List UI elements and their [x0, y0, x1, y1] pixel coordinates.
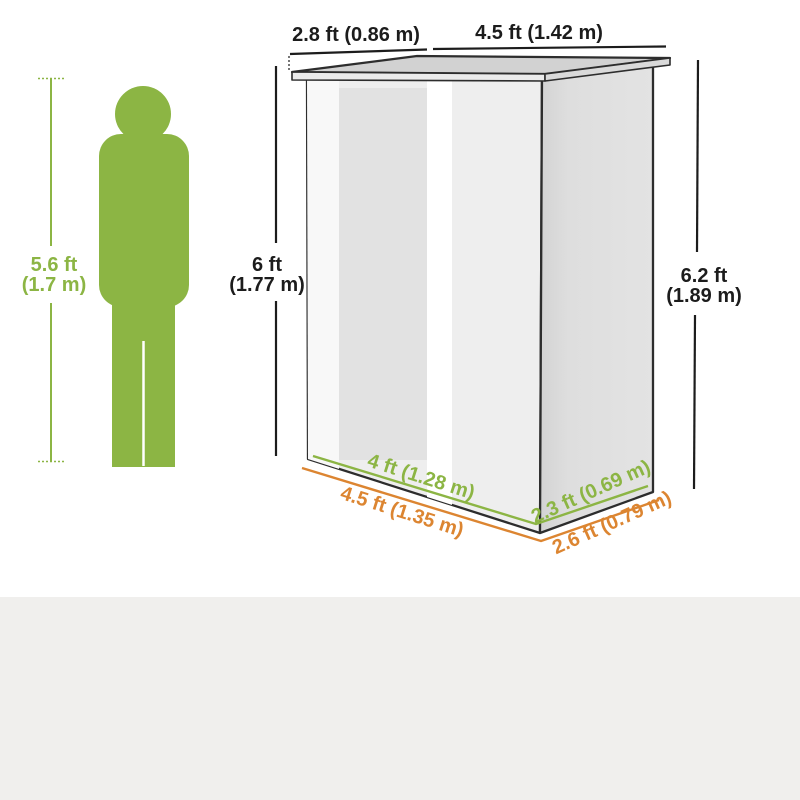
- person-height-m: (1.7 m): [21, 274, 87, 296]
- info-panel: Note: Before purchasing this product, it…: [0, 597, 800, 800]
- person-height-ft: 5.6 ft: [30, 254, 78, 276]
- wall-highlight-strip: [427, 75, 452, 533]
- rear-height-line-bottom: [692, 314, 697, 490]
- shed-door-panel: [339, 88, 427, 460]
- bottom-outline: [301, 466, 660, 543]
- rear-height-line-top: [695, 59, 700, 253]
- person-height-label: 5.6 ft (1.7 m): [22, 255, 86, 295]
- shed-roof: [290, 54, 672, 82]
- roof-front-edge: [291, 71, 546, 82]
- front-height-m: (1.77 m): [229, 274, 305, 296]
- rear-height-label: 6.2 ft (1.89 m): [666, 266, 742, 306]
- roof-width-label: 4.5 ft (1.42 m): [475, 22, 603, 44]
- roof-depth-line: [289, 48, 428, 56]
- front-height-ft: 6 ft: [252, 254, 282, 276]
- front-height-label: 6 ft (1.77 m): [229, 255, 305, 295]
- inner-storage-outline: [312, 454, 649, 526]
- wall-light-strip: [307, 75, 339, 533]
- roof-depth-label: 2.8 ft (0.86 m): [292, 24, 420, 46]
- rear-height-m: (1.89 m): [666, 285, 742, 307]
- overall-dimension-lines: [274, 45, 700, 490]
- human-torso: [99, 134, 189, 307]
- human-head: [115, 86, 171, 142]
- person-height-line: [38, 77, 66, 463]
- human-figure-icon: [99, 86, 189, 467]
- shed-body: [305, 64, 655, 535]
- diagram-canvas: [38, 45, 700, 543]
- roof-right-edge: [544, 57, 671, 82]
- rear-height-ft: 6.2 ft: [680, 265, 728, 287]
- roof-width-line: [432, 45, 667, 51]
